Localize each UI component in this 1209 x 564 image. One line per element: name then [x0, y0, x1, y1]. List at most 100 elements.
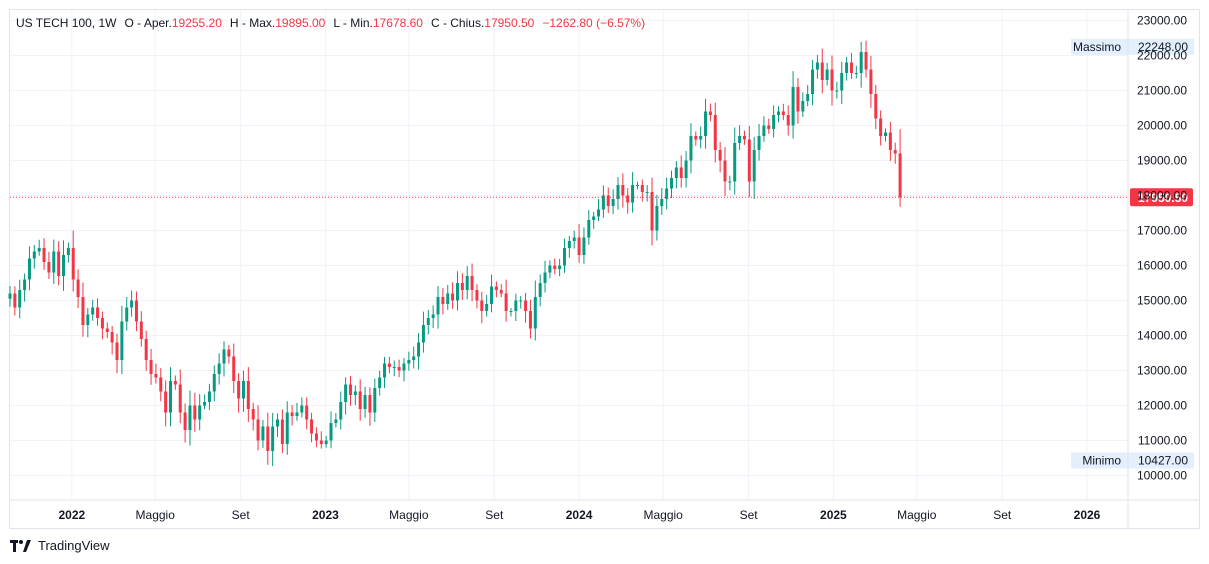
- candle-body: [499, 290, 503, 294]
- candle-body: [859, 52, 863, 73]
- candle-body: [13, 293, 17, 308]
- candle-body: [105, 328, 109, 332]
- candle-body: [757, 136, 761, 150]
- candle-body: [854, 73, 858, 74]
- candle-body: [811, 69, 815, 94]
- candle-body: [266, 426, 270, 451]
- candle-body: [295, 412, 299, 416]
- candle-body: [460, 283, 464, 290]
- candle-body: [407, 360, 411, 364]
- change-value: −1262.80 (−6.57%): [542, 16, 646, 30]
- candle-body: [81, 297, 85, 325]
- min-marker-badge: [1071, 452, 1194, 469]
- ohlc-legend: US TECH 100, 1W O - Aper.19255.20 H - Max.…: [16, 16, 645, 30]
- candle-body: [562, 248, 566, 266]
- candle-body: [587, 220, 591, 238]
- min-marker-label: Minimo: [1082, 454, 1121, 468]
- candle-body: [237, 381, 241, 399]
- candle-body: [665, 188, 669, 199]
- candle-body: [762, 125, 766, 136]
- candle-body: [849, 62, 853, 73]
- candle-body: [134, 300, 138, 322]
- candle-body: [373, 388, 377, 413]
- candle-body: [397, 367, 401, 371]
- candle-body: [246, 381, 250, 409]
- candle-body: [368, 395, 372, 413]
- candle-body: [251, 409, 255, 420]
- candle-body: [110, 332, 114, 343]
- candle-body: [509, 311, 513, 312]
- close-value: 17950.50: [484, 16, 535, 30]
- y-tick-label: 13000.00: [1137, 364, 1187, 378]
- candle-body: [144, 339, 148, 360]
- candle-body: [723, 160, 727, 182]
- candle-body: [869, 69, 873, 94]
- candle-body: [582, 237, 586, 255]
- y-tick-label: 21000.00: [1137, 84, 1187, 98]
- candle-body: [96, 307, 100, 318]
- max-marker-value: 22248.00: [1138, 40, 1188, 54]
- candle-body: [888, 132, 892, 150]
- candle-body: [738, 136, 742, 143]
- candle-body: [222, 349, 226, 364]
- y-tick-label: 16000.00: [1137, 259, 1187, 273]
- y-tick-label: 12000.00: [1137, 399, 1187, 413]
- symbol-label[interactable]: US TECH 100, 1W: [16, 16, 117, 30]
- candle-body: [601, 195, 605, 210]
- candle-body: [845, 62, 849, 73]
- candle-body: [271, 426, 275, 451]
- candle-body: [577, 237, 581, 255]
- candle-body: [485, 304, 489, 311]
- candle-body: [747, 139, 751, 182]
- candle-body: [558, 265, 562, 269]
- tradingview-branding[interactable]: TradingView: [10, 538, 110, 553]
- candle-body: [358, 391, 362, 409]
- candle-body: [339, 402, 343, 420]
- candle-body: [18, 290, 22, 308]
- x-tick-label: Set: [740, 508, 759, 522]
- candle-body: [572, 237, 576, 241]
- candle-body: [825, 69, 829, 80]
- candle-body: [227, 349, 231, 357]
- candle-body: [524, 300, 528, 311]
- candle-body: [154, 374, 158, 378]
- x-tick-label: 2026: [1074, 508, 1101, 522]
- candle-body: [733, 143, 737, 182]
- candle-body: [217, 363, 221, 374]
- candle-body: [490, 286, 494, 304]
- open-value: 19255.20: [171, 16, 222, 30]
- candle-body: [650, 192, 654, 231]
- candle-body: [319, 440, 323, 444]
- candle-body: [62, 255, 66, 276]
- candle-body: [232, 356, 236, 381]
- candle-body: [752, 150, 756, 182]
- candle-body: [645, 192, 649, 193]
- candle-body: [514, 300, 518, 311]
- y-tick-label: 11000.00: [1138, 434, 1187, 448]
- candle-body: [66, 248, 70, 255]
- candle-body: [212, 374, 216, 392]
- y-tick-label: 23000.00: [1137, 14, 1187, 28]
- candles: [8, 40, 902, 467]
- candle-body: [27, 258, 31, 280]
- candle-body: [772, 115, 776, 129]
- candle-body: [261, 426, 265, 441]
- candle-body: [412, 356, 416, 360]
- candle-body: [611, 199, 615, 206]
- candle-body: [519, 300, 523, 302]
- candle-body: [655, 206, 659, 231]
- candle-body: [285, 412, 289, 444]
- x-tick-label: Set: [993, 508, 1012, 522]
- y-tick-label: 22000.00: [1137, 49, 1187, 63]
- candle-body: [713, 115, 717, 150]
- candle-body: [742, 136, 746, 140]
- candle-body: [203, 402, 207, 406]
- candle-body: [324, 440, 328, 444]
- candle-body: [173, 381, 177, 385]
- candle-body: [689, 136, 693, 161]
- candle-body: [528, 311, 532, 329]
- candle-body: [830, 69, 834, 91]
- x-tick-label: Maggio: [389, 508, 429, 522]
- candle-body: [125, 307, 129, 322]
